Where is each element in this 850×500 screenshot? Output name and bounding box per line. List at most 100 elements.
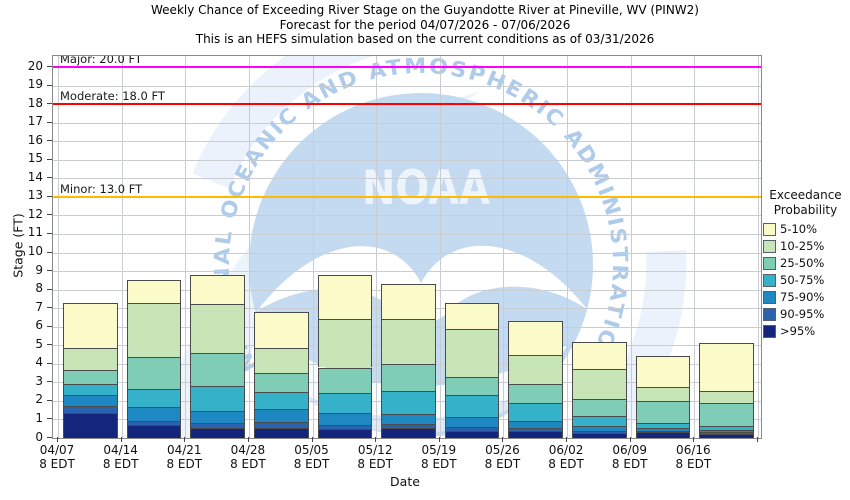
- y-axis-tick-label: 18: [27, 95, 43, 110]
- bar-06/02: [572, 341, 627, 438]
- bar-segment-05/19-5-10%: [444, 302, 500, 330]
- y-axis-tick: [47, 195, 52, 197]
- bar-segment-06/02-75-90%: [572, 425, 627, 431]
- bar-segment-04/21-75-90%: [190, 411, 245, 424]
- bar-segment-04/21->95%: [190, 427, 245, 438]
- y-axis-tick: [47, 214, 52, 216]
- y-axis-tick: [47, 66, 52, 67]
- x-axis-tick: [566, 437, 568, 442]
- bar-segment-04/28-75-90%: [253, 409, 309, 423]
- y-axis-tick-label: 13: [27, 188, 43, 203]
- threshold-line-major: [53, 66, 761, 68]
- y-axis-tick: [47, 344, 52, 346]
- x-axis-tick-label: 04/21 8 EDT: [166, 443, 203, 471]
- bar-segment-06/09-25-50%: [635, 400, 691, 424]
- bar-segment-05/05-25-50%: [317, 367, 373, 394]
- bar-segment-04/21-5-10%: [190, 274, 245, 305]
- x-axis-title: Date: [390, 474, 420, 489]
- y-axis-tick-label: 10: [27, 244, 43, 258]
- bar-segment-05/26-10-25%: [508, 354, 564, 385]
- vertical-gridline: [376, 56, 378, 438]
- x-axis-tick: [57, 437, 58, 442]
- bar-segment-04/28-50-75%: [253, 391, 309, 410]
- bar-segment-04/14-75-90%: [126, 407, 182, 422]
- y-axis-tick-label: 5: [35, 336, 43, 351]
- y-axis-tick-label: 16: [27, 132, 43, 147]
- y-axis-tick: [47, 307, 52, 309]
- threshold-label-moderate: Moderate: 18.0 FT: [60, 89, 165, 104]
- y-axis-tick: [47, 325, 52, 327]
- y-axis-tick: [47, 437, 52, 438]
- horizontal-gridline: [53, 85, 761, 87]
- threshold-label-major: Major: 20.0 FT: [60, 55, 142, 66]
- threshold-label-minor: Minor: 13.0 FT: [60, 181, 143, 196]
- legend-item-label: 90-95%: [780, 307, 825, 321]
- bar-segment-05/12-5-10%: [381, 284, 436, 320]
- x-axis-tick-label: 05/12 8 EDT: [357, 443, 393, 471]
- chart-subtitle-simulation: This is an HEFS simulation based on the …: [195, 32, 655, 46]
- y-axis-tick-label: 8: [35, 281, 43, 296]
- bar-segment-05/05-10-25%: [317, 319, 373, 368]
- bar-segment-06/02-5-10%: [572, 341, 627, 370]
- bar-segment-04/28-10-25%: [253, 348, 309, 374]
- legend-item-10-25%: 10-25%: [763, 239, 850, 253]
- bar-segment-05/19-90-95%: [444, 426, 500, 431]
- x-axis-tick: [311, 437, 313, 442]
- bar-segment-05/19->95%: [444, 430, 500, 438]
- chart-title: Weekly Chance of Exceeding River Stage o…: [151, 3, 699, 17]
- bar-segment-05/26-5-10%: [508, 321, 564, 355]
- legend-swatch-75-90%: [763, 290, 776, 304]
- bar-segment-06/02-25-50%: [572, 399, 627, 416]
- bar-segment-05/26-75-90%: [508, 421, 564, 428]
- legend-item-label: 50-75%: [780, 273, 825, 287]
- bar-segment-05/05-50-75%: [317, 393, 373, 413]
- bar-segment-05/26-90-95%: [508, 427, 564, 431]
- bar-segment-06/09-5-10%: [635, 356, 691, 387]
- y-axis-tick-label: 4: [35, 355, 43, 370]
- x-axis-tick: [184, 437, 186, 442]
- y-axis-tick-label: 11: [27, 225, 43, 240]
- legend-item->95%: >95%: [763, 324, 850, 338]
- bar-segment-04/14-10-25%: [126, 302, 182, 358]
- bar-06/09: [635, 356, 691, 438]
- vertical-gridline: [694, 56, 696, 438]
- vertical-gridline: [58, 56, 59, 438]
- bar-segment-06/02-10-25%: [572, 369, 627, 400]
- bar-segment-06/09-50-75%: [635, 423, 691, 428]
- y-axis-tick-label: 15: [27, 151, 43, 166]
- bar-04/21: [190, 274, 245, 438]
- bar-segment-04/21-50-75%: [190, 386, 245, 412]
- y-axis-tick-label: 17: [27, 114, 43, 129]
- y-axis-tick-label: 3: [35, 373, 43, 388]
- bar-segment-06/16-90-95%: [699, 432, 754, 434]
- legend-swatch-10-25%: [763, 239, 776, 253]
- bar-06/16: [699, 343, 754, 438]
- bar-04/28: [253, 311, 309, 438]
- bar-segment-06/09-10-25%: [635, 386, 691, 401]
- y-axis-tick: [47, 84, 52, 86]
- y-axis-tick: [47, 232, 52, 234]
- bar-segment-04/14-90-95%: [126, 421, 182, 425]
- vertical-gridline: [185, 56, 187, 438]
- bar-segment-06/16-10-25%: [699, 390, 754, 403]
- bar-segment-04/07->95%: [63, 412, 118, 438]
- legend-swatch-50-75%: [763, 273, 776, 287]
- x-axis-tick-label: 05/26 8 EDT: [484, 443, 521, 471]
- horizontal-gridline: [53, 271, 761, 273]
- legend-item-label: 5-10%: [780, 222, 818, 236]
- legend-item-label: 75-90%: [780, 290, 825, 304]
- y-axis-tick-label: 9: [35, 262, 43, 277]
- bar-segment-06/16-25-50%: [699, 402, 754, 426]
- x-axis-tick: [247, 437, 249, 442]
- y-axis-tick: [47, 418, 52, 420]
- y-axis-tick-label: 20: [27, 58, 43, 73]
- x-axis-tick-label: 04/07 8 EDT: [39, 443, 75, 471]
- bar-segment-05/19-75-90%: [444, 416, 500, 427]
- bar-segment-05/12-75-90%: [381, 413, 436, 425]
- vertical-gridline: [758, 56, 759, 438]
- bar-segment-06/16-5-10%: [699, 343, 754, 391]
- bar-segment-04/07-90-95%: [63, 405, 118, 413]
- bar-segment-05/12-25-50%: [381, 363, 436, 391]
- bar-04/14: [126, 280, 182, 438]
- bar-segment-06/16-75-90%: [699, 429, 754, 433]
